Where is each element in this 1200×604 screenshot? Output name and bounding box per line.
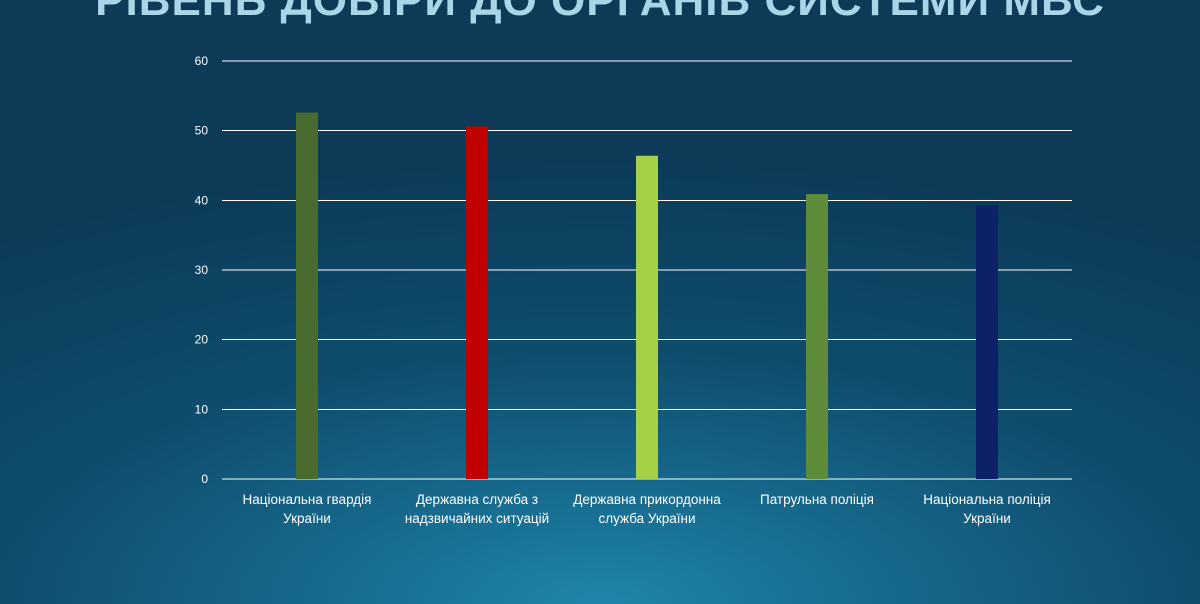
y-tick-label: 30 [195,263,209,277]
bar [636,155,658,479]
x-category-label: Державна служба з надзвичайних ситуацій [405,492,549,526]
y-tick-label: 0 [201,472,208,486]
y-tick-label: 10 [195,402,209,416]
y-tick-label: 20 [195,333,209,347]
x-category-label: Державна прикордонна служба України [573,492,721,526]
y-tick-label: 40 [195,193,209,207]
x-category-label: Патрульна поліція [760,492,874,507]
x-category-label: Національна гвардія України [243,492,372,526]
y-tick-label: 60 [195,54,209,68]
bar [806,194,828,479]
bar [976,205,998,479]
slide-title: РІВЕНЬ ДОВІРИ ДО ОРГАНІВ СИСТЕМИ МВС [95,0,1105,25]
x-category-label: Національна поліція України [923,492,1051,526]
bar [296,112,318,479]
bar [466,126,488,479]
y-tick-label: 50 [195,124,209,138]
